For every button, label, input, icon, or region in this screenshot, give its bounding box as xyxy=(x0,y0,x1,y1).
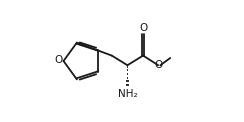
Text: O: O xyxy=(55,55,63,65)
Text: NH₂: NH₂ xyxy=(118,89,137,99)
Text: O: O xyxy=(139,23,147,33)
Text: O: O xyxy=(154,60,163,70)
